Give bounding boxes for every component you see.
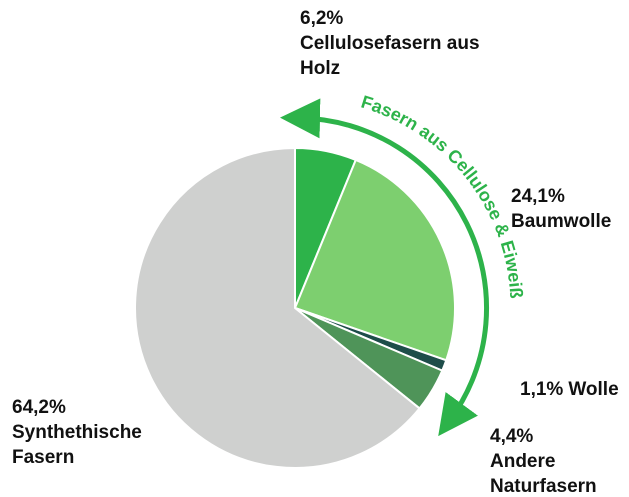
slice-label: 6,2% Cellulosefasern aus Holz [300,6,500,81]
category-label: Wolle [568,379,619,400]
value-label: 6,2% [300,8,344,29]
slice-label: 24,1% Baumwolle [511,184,629,234]
slice-label: 64,2% Synthethische Fasern [12,395,182,470]
value-label: 64,2% [12,397,66,418]
pie-slice [134,146,421,469]
pie-slice [293,158,456,362]
slice-label: 4,4% Andere Naturfasern [490,424,629,497]
annotation-arrow [280,98,490,437]
value-label: 24,1% [511,186,565,207]
value-label: 1,1% [520,379,564,400]
category-label: Andere Naturfasern [490,451,597,497]
category-label: Cellulosefasern aus Holz [300,33,480,79]
category-label: Baumwolle [511,211,612,232]
value-label: 4,4% [490,426,534,447]
category-label: Synthethische Fasern [12,422,142,468]
slice-label: 1,1% Wolle [520,377,629,402]
